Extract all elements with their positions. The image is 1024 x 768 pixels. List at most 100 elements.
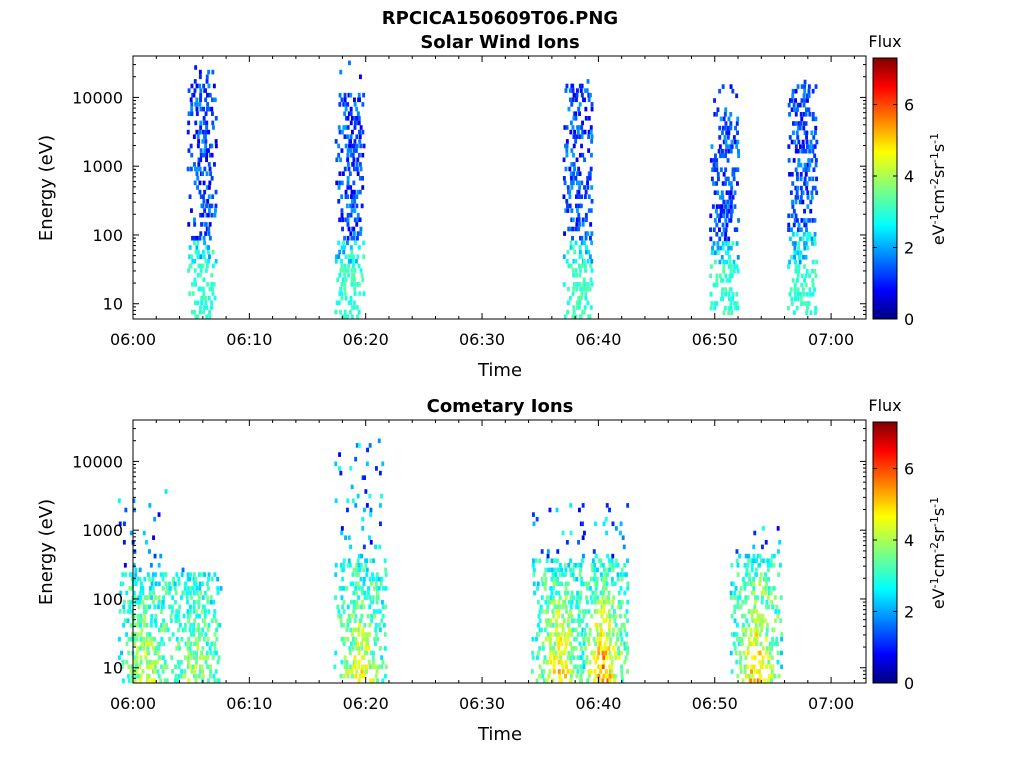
spectrogram-cell — [715, 204, 719, 209]
spectrogram-cell — [351, 162, 355, 167]
spectrogram-cell — [362, 581, 366, 587]
spectrogram-cell — [804, 148, 808, 154]
spectrogram-cell — [537, 650, 540, 656]
spectrogram-cell — [800, 301, 803, 306]
spectrogram-cell — [362, 567, 366, 573]
spectrogram-cell — [544, 581, 548, 587]
spectrogram-cell — [730, 669, 734, 674]
spectrogram-cell — [551, 572, 555, 577]
spectrogram-cell — [806, 245, 810, 251]
spectrogram-cell — [728, 259, 732, 265]
spectrogram-cell — [572, 563, 576, 568]
spectrogram-cell — [775, 636, 779, 642]
spectrogram-cell — [337, 300, 341, 306]
spectrogram-cell — [559, 655, 562, 660]
spectrogram-cell — [384, 586, 388, 591]
spectrogram-cell — [346, 498, 350, 503]
spectrogram-cell — [808, 218, 812, 223]
spectrogram-cell — [547, 599, 551, 605]
spectrogram-cell — [344, 217, 348, 223]
spectrogram-cell — [194, 664, 198, 670]
spectrogram-cell — [769, 563, 773, 568]
spectrogram-cell — [552, 613, 556, 619]
spectrogram-cell — [579, 664, 583, 670]
spectrogram-cell — [578, 102, 582, 107]
spectrogram-cell — [349, 259, 353, 264]
spectrogram-cell — [553, 576, 557, 582]
spectrogram-cell — [353, 139, 357, 144]
spectrogram-cell — [139, 613, 143, 619]
spectrogram-cell — [187, 618, 190, 623]
spectrogram-cell — [136, 599, 140, 605]
spectrogram-cell — [364, 646, 368, 651]
spectrogram-cell — [736, 181, 739, 186]
spectrogram-cell — [570, 176, 573, 181]
spectrogram-cell — [134, 581, 138, 587]
spectrogram-cell — [359, 74, 362, 80]
spectrogram-cell — [338, 180, 342, 186]
spectrogram-cell — [349, 152, 353, 158]
spectrogram-cell — [182, 613, 186, 619]
spectrogram-cell — [803, 208, 806, 214]
spectrogram-cell — [121, 581, 124, 587]
spectrogram-cell — [177, 618, 181, 623]
spectrogram-cell — [569, 641, 572, 647]
spectrogram-cell — [815, 259, 819, 265]
spectrogram-cell — [133, 678, 137, 683]
spectrogram-cell — [798, 255, 802, 260]
spectrogram-cell — [160, 627, 163, 633]
spectrogram-cell — [583, 632, 587, 637]
spectrogram-cell — [725, 241, 728, 246]
spectrogram-cell — [761, 646, 765, 651]
spectrogram-cell — [364, 489, 368, 494]
spectrogram-cell — [189, 143, 193, 149]
spectrogram-cell — [364, 641, 368, 647]
spectrogram-cell — [136, 623, 139, 628]
spectrogram-cell — [623, 572, 626, 577]
spectrogram-cell — [770, 655, 774, 660]
spectrogram-cell — [338, 92, 342, 98]
spectrogram-cell — [803, 84, 807, 89]
spectrogram-cell — [214, 669, 218, 674]
spectrogram-cell — [761, 659, 765, 665]
spectrogram-cell — [358, 162, 362, 167]
spectrogram-cell — [574, 139, 578, 144]
spectrogram-cell — [153, 604, 157, 610]
spectrogram-cell — [589, 576, 593, 582]
spectrogram-cell — [572, 655, 576, 660]
spectrogram-cell — [590, 259, 594, 264]
spectrogram-cell — [738, 595, 742, 600]
spectrogram-cell — [590, 613, 593, 619]
spectrogram-cell — [345, 664, 349, 670]
spectrogram-cell — [811, 292, 815, 297]
cometary-panel: Cometary Ions 06:00 06:10 06:20 06:30 06:40 0… — [36, 396, 867, 745]
spectrogram-cell — [605, 595, 609, 600]
spectrogram-cell — [189, 655, 192, 660]
spectrogram-cell — [598, 641, 602, 647]
spectrogram-cell — [150, 618, 153, 623]
spectrogram-cell — [207, 245, 210, 250]
spectrogram-cell — [565, 609, 568, 614]
spectrogram-cell — [141, 590, 145, 596]
spectrogram-cell — [584, 581, 588, 587]
spectrogram-cell — [794, 148, 798, 154]
spectrogram-cell — [754, 623, 758, 628]
spectrogram-cell — [355, 134, 359, 139]
spectrogram-cell — [726, 199, 730, 205]
spectrogram-cell — [583, 530, 586, 536]
spectrogram-cell — [800, 148, 804, 154]
spectrogram-cell — [557, 659, 561, 665]
spectrogram-cell — [576, 590, 579, 596]
spectrogram-cell — [557, 641, 561, 647]
spectrogram-cell — [733, 190, 737, 195]
spectrogram-cell — [174, 590, 178, 596]
spectrogram-cell — [581, 521, 584, 527]
spectrogram-cell — [337, 254, 341, 259]
spectrogram-cell — [564, 208, 568, 213]
spectrogram-cell — [808, 148, 812, 154]
spectrogram-cell — [713, 218, 717, 223]
spectrogram-cell — [548, 669, 552, 674]
spectrogram-cell — [363, 475, 366, 480]
spectrogram-cell — [558, 650, 562, 656]
colorbar-title-cometary: Flux — [868, 396, 901, 415]
